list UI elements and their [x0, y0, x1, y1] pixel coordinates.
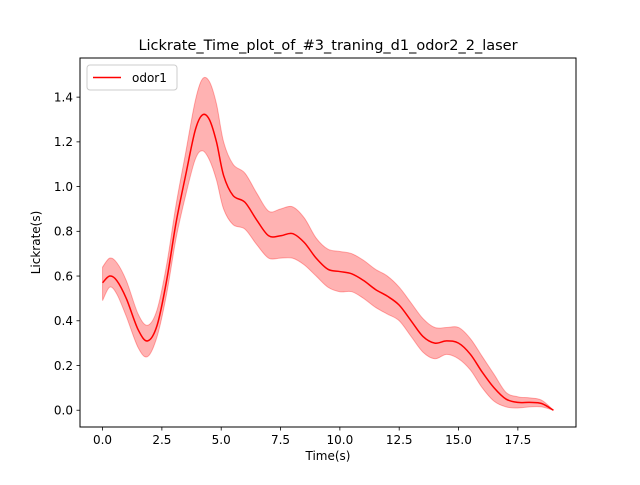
x-tick-label: 2.5: [152, 433, 171, 447]
y-tick-label: 0.8: [54, 225, 73, 239]
y-tick-layer: 0.0 0.2 0.4 0.6 0.8 1.0 1.2 1.4: [54, 90, 80, 418]
chart-title: Lickrate_Time_plot_of_#3_traning_d1_odor…: [138, 38, 517, 54]
y-tick-label: 0.4: [54, 314, 73, 328]
y-axis-label: Lickrate(s): [29, 211, 43, 275]
x-tick-label: 15.0: [445, 433, 472, 447]
legend: odor1: [86, 64, 178, 91]
x-axis-label: Time(s): [305, 449, 351, 463]
y-tick-label: 0.2: [54, 359, 73, 373]
x-tick-label: 12.5: [386, 433, 413, 447]
y-tick-label: 0.6: [54, 269, 73, 283]
y-tick-label: 1.2: [54, 135, 73, 149]
legend-box: [86, 64, 178, 91]
series-line-odor1: [102, 113, 554, 411]
x-tick-label: 5.0: [212, 433, 231, 447]
x-tick-label: 17.5: [504, 433, 531, 447]
x-tick-label: 7.5: [271, 433, 290, 447]
x-tick-label: 0.0: [93, 433, 112, 447]
line-layer: [102, 113, 554, 411]
axes-frame: [79, 57, 577, 428]
y-tick-label: 1.0: [54, 180, 73, 194]
y-tick-label: 1.4: [54, 90, 73, 104]
y-tick-label: 0.0: [54, 404, 73, 418]
x-tick-layer: 0.0 2.5 5.0 7.5 10.0 12.5 15.0 17.5: [93, 427, 531, 447]
x-tick-label: 10.0: [327, 433, 354, 447]
legend-label-odor1: odor1: [132, 71, 167, 85]
